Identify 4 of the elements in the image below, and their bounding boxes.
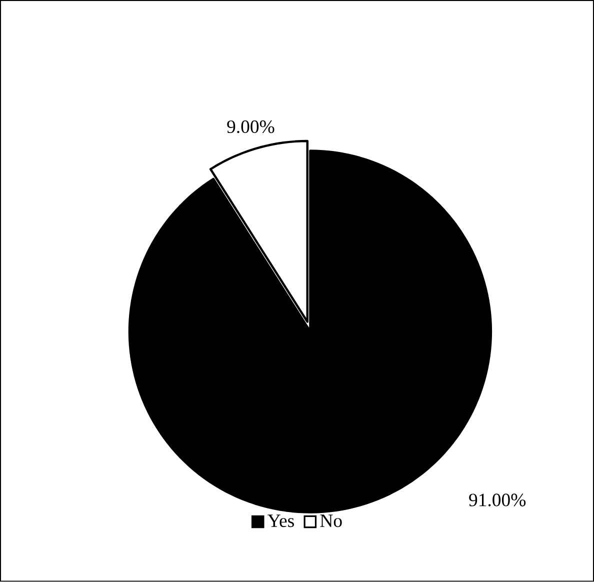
data-label: 91.00% bbox=[469, 494, 526, 506]
data-label: 9.00% bbox=[227, 120, 274, 134]
legend-label: No bbox=[320, 514, 342, 528]
legend-label: Yes bbox=[268, 514, 294, 528]
